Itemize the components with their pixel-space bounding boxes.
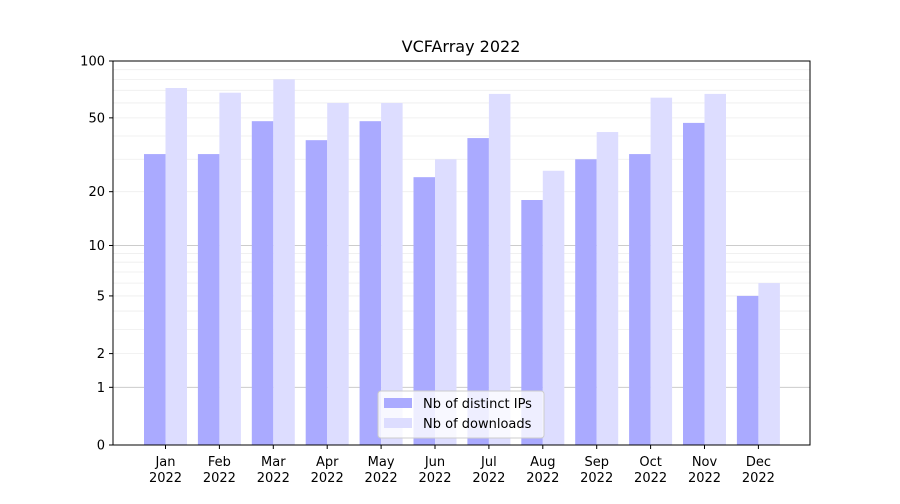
bar-distinct-ips: [359, 121, 382, 446]
y-tick-label: 5: [97, 289, 105, 304]
bar-distinct-ips: [251, 121, 274, 446]
bar-downloads: [650, 97, 673, 445]
bars: [144, 79, 780, 446]
bar-downloads: [758, 283, 780, 445]
axes: 0 1 2 5 10 20 50 100 Jan 2022 Feb 2022 Mar 2022 Apr 202…: [80, 55, 811, 486]
y-tick-label: 2: [97, 347, 105, 362]
bar-downloads: [381, 102, 403, 445]
x-tick-label: Dec 2022: [742, 455, 775, 486]
bar-distinct-ips: [521, 200, 543, 445]
bar-distinct-ips: [413, 177, 435, 446]
bar-distinct-ips: [197, 154, 220, 446]
bar-downloads: [165, 88, 187, 446]
legend-box: [377, 390, 545, 439]
y-tick-label: 50: [88, 111, 105, 126]
bar-distinct-ips: [305, 140, 328, 445]
bar-downloads: [273, 79, 295, 446]
bar-downloads: [435, 159, 457, 445]
x-tick-label: Jul 2022: [472, 455, 505, 486]
legend-label: Nb of distinct IPs: [423, 397, 532, 412]
bar-downloads: [704, 93, 726, 445]
bar-downloads: [542, 170, 565, 445]
legend: Nb of distinct IPs Nb of downloads: [377, 390, 545, 439]
x-tick-label: Feb 2022: [203, 455, 236, 486]
bar-distinct-ips: [683, 122, 705, 445]
bar-distinct-ips: [736, 295, 759, 445]
x-tick-label: Nov 2022: [688, 455, 721, 486]
x-tick-label: Aug 2022: [526, 455, 559, 486]
x-tick-label: May 2022: [365, 455, 398, 486]
bar-downloads: [327, 102, 349, 445]
x-tick-label: Oct 2022: [634, 455, 667, 486]
x-tick-label: Apr 2022: [311, 455, 344, 486]
bar-distinct-ips: [144, 154, 166, 446]
x-tick-label: Mar 2022: [257, 455, 290, 486]
chart-title: VCFArray 2022: [402, 37, 521, 56]
x-tick-label: Sep 2022: [580, 455, 613, 486]
bar-downloads: [596, 132, 619, 446]
y-tick-label: 100: [80, 55, 105, 70]
legend-label: Nb of downloads: [423, 417, 532, 432]
bar-distinct-ips: [629, 154, 651, 446]
x-tick-label: Jan 2022: [149, 455, 182, 486]
bar-downloads: [219, 92, 241, 445]
legend-swatch: [384, 398, 412, 408]
legend-swatch: [384, 418, 412, 428]
y-tick-label: 10: [88, 239, 105, 254]
y-tick-label: 0: [97, 439, 105, 454]
bar-downloads: [488, 93, 511, 445]
bar-distinct-ips: [575, 159, 597, 445]
plot-frame: [112, 60, 811, 446]
x-tick-label: Jun 2022: [418, 455, 451, 486]
y-tick-label: 20: [88, 185, 105, 200]
y-tick-label: 1: [97, 381, 105, 396]
bar-distinct-ips: [467, 138, 489, 445]
